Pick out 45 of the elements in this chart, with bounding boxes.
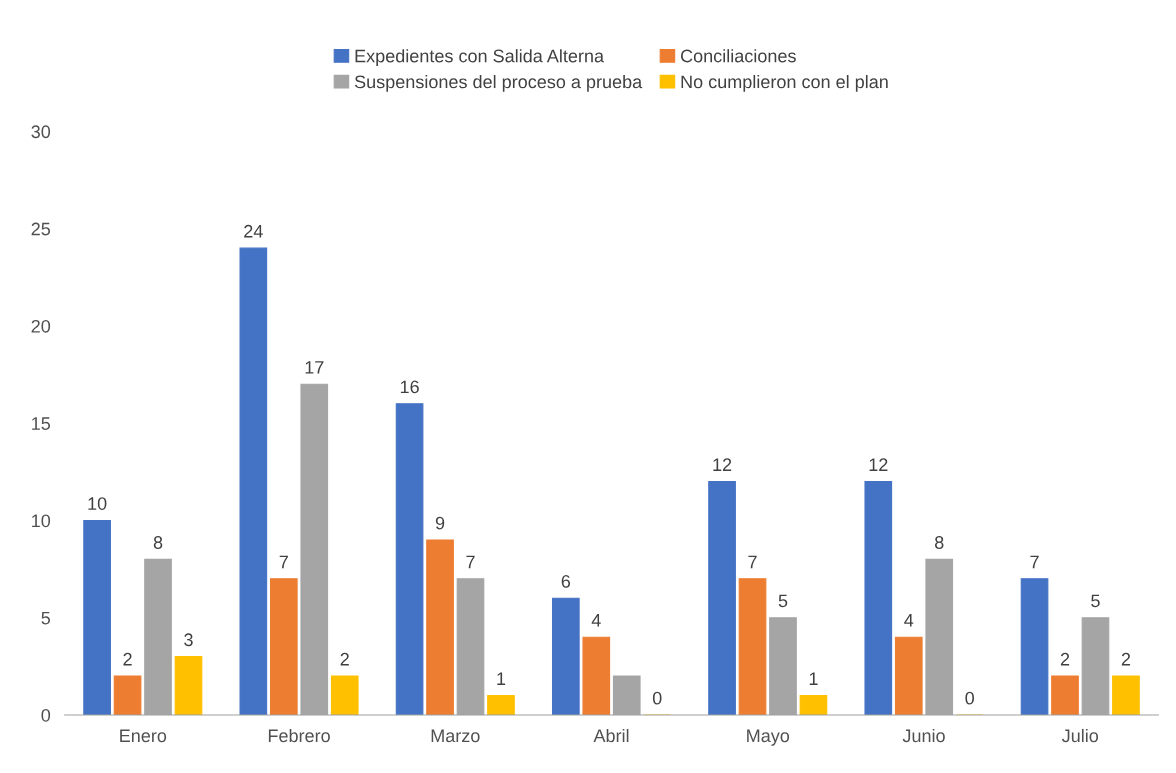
- x-tick-label: Marzo: [431, 729, 480, 743]
- data-label: 9: [435, 516, 445, 530]
- legend-label: Suspensiones del proceso a prueba: [354, 74, 643, 92]
- y-tick-label: 15: [32, 417, 51, 430]
- data-label: 0: [652, 691, 662, 705]
- x-tick-label: Enero: [120, 729, 167, 743]
- data-label: 2: [1121, 652, 1131, 666]
- y-tick-label: 0: [41, 708, 51, 722]
- data-label: 10: [88, 497, 107, 510]
- data-label: 3: [184, 633, 193, 647]
- data-label: 7: [1030, 555, 1039, 569]
- data-label: 16: [400, 380, 419, 394]
- data-label: 24: [244, 224, 263, 238]
- legend-label: Conciliaciones: [680, 49, 796, 63]
- data-label: 5: [1091, 594, 1100, 608]
- data-label: 4: [904, 614, 914, 627]
- data-label: 12: [869, 458, 888, 471]
- data-label: 4: [591, 614, 601, 627]
- legend-label: Expedientes con Salida Alterna: [355, 49, 605, 66]
- data-label: 7: [748, 555, 757, 569]
- data-label: 1: [497, 672, 506, 685]
- data-label: 5: [778, 594, 788, 608]
- data-label: 0: [965, 691, 975, 705]
- legend-label: No cumplieron con el plan: [681, 74, 888, 92]
- x-tick-label: Junio: [902, 728, 945, 743]
- x-tick-label: Julio: [1061, 728, 1099, 743]
- y-tick-label: 30: [31, 125, 51, 139]
- data-label: 2: [1060, 652, 1070, 666]
- data-label: 7: [279, 555, 288, 569]
- y-tick-label: 25: [31, 222, 51, 236]
- data-label: 6: [561, 575, 571, 588]
- data-label: 12: [713, 458, 732, 471]
- x-tick-label: Mayo: [747, 729, 790, 746]
- y-tick-label: 10: [32, 514, 51, 528]
- data-label: 2: [123, 652, 132, 666]
- data-label: 17: [305, 361, 324, 374]
- data-label: 1: [809, 672, 818, 685]
- data-label: 8: [935, 536, 944, 549]
- y-tick-label: 20: [31, 319, 51, 333]
- data-label: 8: [153, 536, 163, 549]
- data-label: 7: [466, 555, 475, 569]
- y-tick-label: 5: [41, 611, 51, 625]
- x-tick-label: Abril: [593, 728, 629, 743]
- data-label: 2: [340, 652, 349, 666]
- x-tick-label: Febrero: [268, 728, 330, 743]
